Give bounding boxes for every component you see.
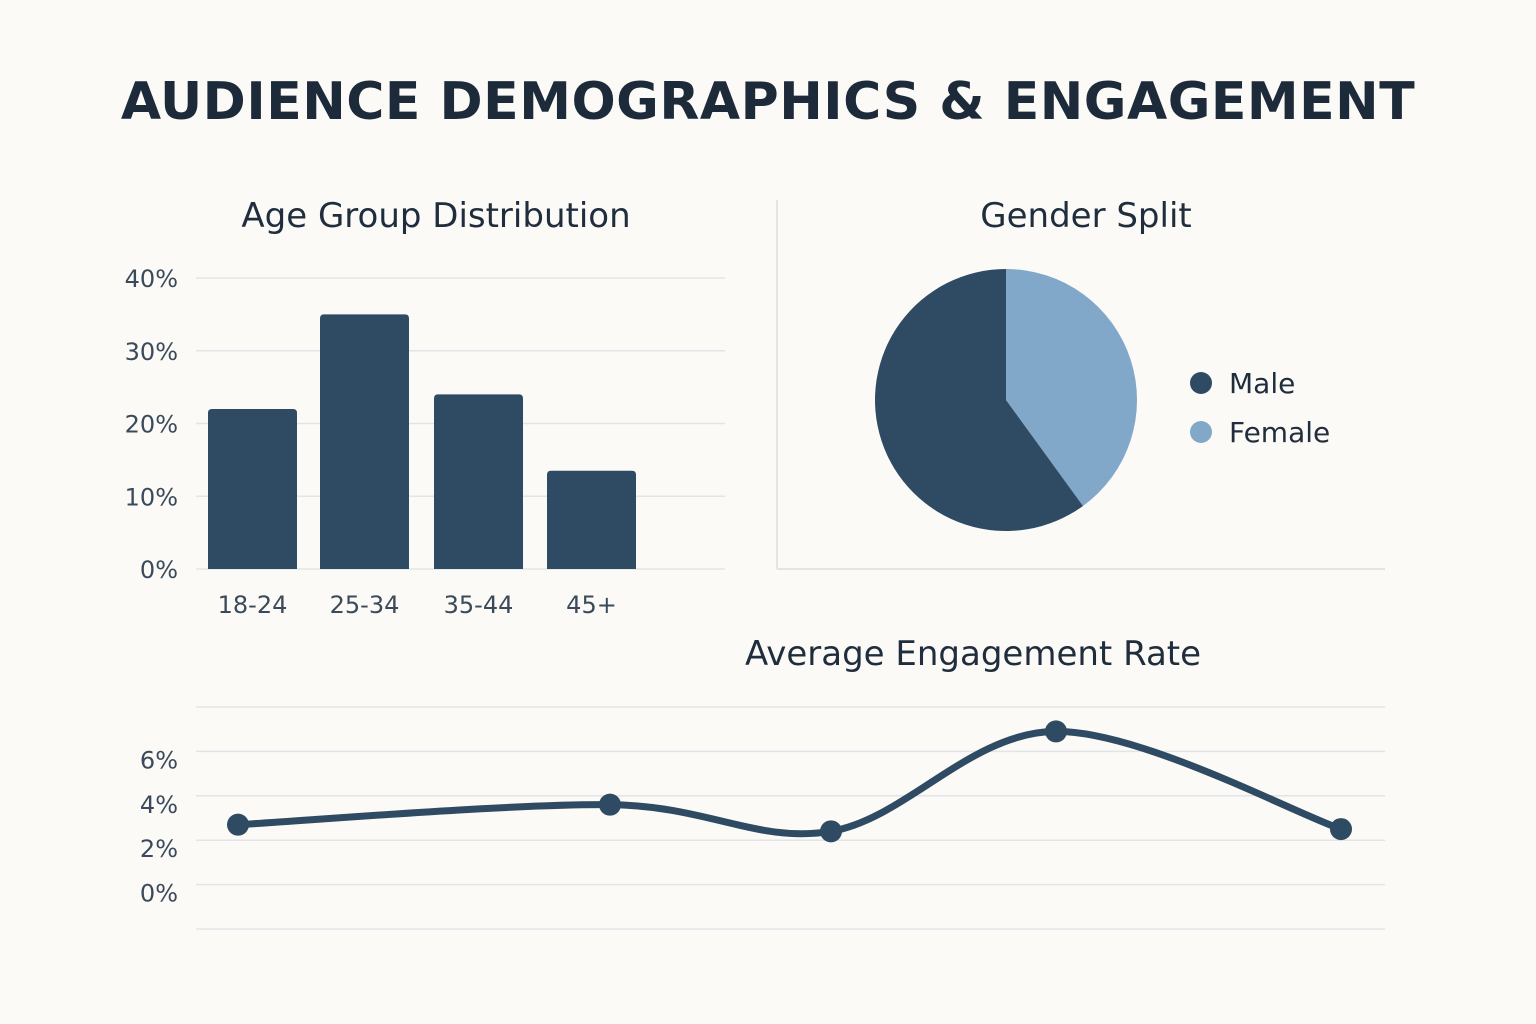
pie-slice-female (1006, 269, 1138, 506)
pie-chart-title: Gender Split (980, 196, 1192, 236)
bar-y-tick-label: 40% (125, 265, 178, 293)
main-title: AUDIENCE DEMOGRAPHICS & ENGAGEMENT (120, 72, 1416, 132)
line-y-tick-label: 0% (140, 880, 178, 908)
bar-y-tick-label: 0% (140, 556, 178, 584)
engagement-point (227, 813, 249, 836)
legend-label-male: Male (1229, 367, 1295, 400)
line-y-tick-label: 6% (140, 746, 178, 774)
bar-x-tick-label: 45+ (566, 591, 617, 619)
line-y-tick-label: 4% (140, 791, 178, 819)
bar-x-tick-label: 35-44 (444, 591, 514, 619)
bar-y-tick-label: 30% (125, 338, 178, 366)
engagement-point (820, 820, 842, 843)
engagement-point (1045, 720, 1067, 743)
pie-slice-male (875, 269, 1083, 531)
bar-y-tick-label: 20% (125, 411, 178, 439)
bar-chart-title: Age Group Distribution (241, 196, 631, 236)
legend-marker-female (1190, 421, 1212, 443)
line-chart: 0% 2% 4% 6% (140, 706, 1385, 930)
bar-x-tick-label: 18-24 (218, 591, 288, 619)
bar-chart: 0% 10% 20% 30% 40% 18-24 25-34 35-44 45+ (125, 265, 725, 619)
bar-18-24 (208, 408, 297, 569)
bar-x-tick-label: 25-34 (330, 591, 400, 619)
bar-y-tick-label: 10% (125, 483, 178, 511)
bar-35-44 (434, 394, 523, 569)
engagement-point (1330, 818, 1352, 841)
pie-chart: Male Female (875, 269, 1330, 531)
bar-25-34 (320, 314, 409, 569)
legend-label-female: Female (1229, 416, 1330, 449)
bar-45+ (547, 470, 636, 569)
engagement-point (599, 793, 621, 816)
legend-marker-male (1190, 372, 1212, 394)
engagement-line (234, 727, 1345, 838)
line-chart-title: Average Engagement Rate (744, 634, 1202, 674)
line-y-tick-label: 2% (140, 835, 178, 863)
